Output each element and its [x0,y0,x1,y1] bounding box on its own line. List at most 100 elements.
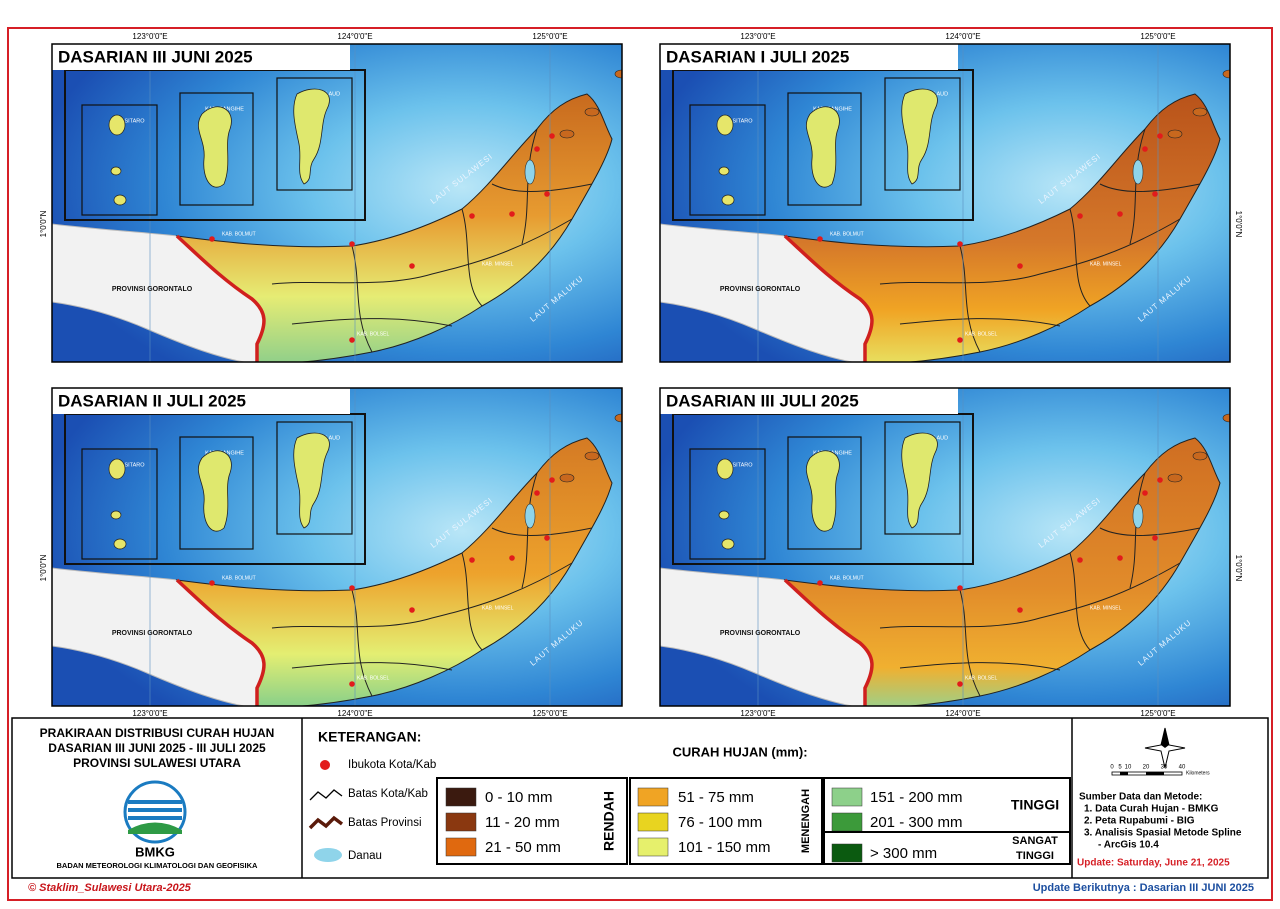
latitude-label: 1°0'0"N [1234,555,1243,582]
title-box [660,44,958,70]
capital [957,241,963,247]
title-box [660,388,958,414]
island [1167,129,1183,139]
capital [957,337,963,343]
outer-frame [7,27,1273,901]
capital [1152,191,1158,197]
longitude-label: 123°0'0"E [132,32,167,41]
copyright: © Staklim_Sulawesi Utara-2025 [28,882,192,894]
district-boundary [291,318,453,327]
longitude-label: 123°0'0"E [132,709,167,718]
region-label: PROVINSI GORONTALO [112,630,193,637]
source-item: 3. Analisis Spasial Metode Spline [1084,828,1242,839]
scale-bar-fill [1120,772,1128,775]
longitude-label: 124°0'0"E [945,709,980,718]
capital [469,213,475,219]
lake [524,159,536,185]
island [901,88,938,185]
place-label: KAB. SITARO [718,118,753,124]
legend-symbol-label: Ibukota Kota/Kab [348,759,436,771]
place-label: KAB. BOLSEL [357,331,389,337]
group-label: TINGGI [1011,797,1059,813]
island [584,107,600,117]
class-swatch [831,787,863,807]
district-boundary [271,562,573,629]
district-boundary [899,662,1061,671]
capital [349,585,355,591]
district-boundary [461,552,483,651]
class-label: 101 - 150 mm [678,839,771,856]
capital [1142,490,1148,496]
inset-box [81,448,158,560]
class-swatch [637,787,669,807]
symbol-province-line [308,815,344,830]
longitude-label: 125°0'0"E [1140,32,1175,41]
map-title: DASARIAN I JULI 2025 [666,47,849,66]
class-box [823,777,1071,865]
capital [817,236,823,242]
scale-label: 40 [1179,765,1186,771]
island [614,413,622,423]
class-label: > 300 mm [870,845,937,862]
source-item: 1. Data Curah Hujan - BMKG [1084,804,1219,815]
group-label: SANGAT [1012,835,1058,847]
class-swatch [831,812,863,832]
island [718,510,730,520]
island [293,432,330,529]
district-boundary [271,218,573,285]
class-swatch [637,812,669,832]
longitude-label: 124°0'0"E [337,32,372,41]
scale-bar-fill [1146,772,1164,775]
lake [1132,159,1144,185]
class-box [629,777,823,865]
province-boundary [175,234,266,362]
capital [1017,263,1023,269]
island [614,69,622,79]
capital [1117,555,1123,561]
district-boundary [461,208,483,307]
island [805,106,840,188]
island [584,451,600,461]
scale-label: 30 [1161,765,1168,771]
scale-label: 0 [1110,765,1114,771]
island [901,432,938,529]
class-swatch [637,837,669,857]
island [108,458,126,480]
inset-box [179,436,254,550]
map-body: KAB. SITAROKAB. SANGIHEKAB. TALAUDPROVIN… [660,388,1230,706]
island [110,510,122,520]
province-boundary [783,578,874,706]
place-label: KAB. BOLSEL [965,675,997,681]
class-swatch [445,812,477,832]
class-label: 51 - 75 mm [678,789,754,806]
lake [524,503,536,529]
capital [1117,211,1123,217]
group-label: MENENGAH [800,789,812,853]
capital [1157,133,1163,139]
capital [509,555,515,561]
place-label: KAB. BOLSEL [357,675,389,681]
longitude-label: 123°0'0"E [740,709,775,718]
panel-border [659,387,1231,707]
group-label: RENDAH [601,791,617,851]
capital [1077,557,1083,563]
symbol-capital [320,760,330,770]
district-boundary [491,527,593,536]
place-label: KAB. SITARO [110,462,145,468]
inset-box [81,104,158,216]
inset-box [689,448,766,560]
capital [549,133,555,139]
class-box [436,777,628,865]
logo-hill [128,822,182,834]
header-line: DASARIAN III JUNI 2025 - III JULI 2025 [48,741,266,755]
class-label: 0 - 10 mm [485,789,553,806]
inset-box [787,92,862,206]
district-boundary [959,589,981,697]
capital [1077,213,1083,219]
latitude-label: 1°0'0"N [39,554,48,581]
place-label: KAB. MINSEL [1090,261,1122,267]
island [716,458,734,480]
place-label: KAB. SITARO [110,118,145,124]
island [113,538,127,550]
